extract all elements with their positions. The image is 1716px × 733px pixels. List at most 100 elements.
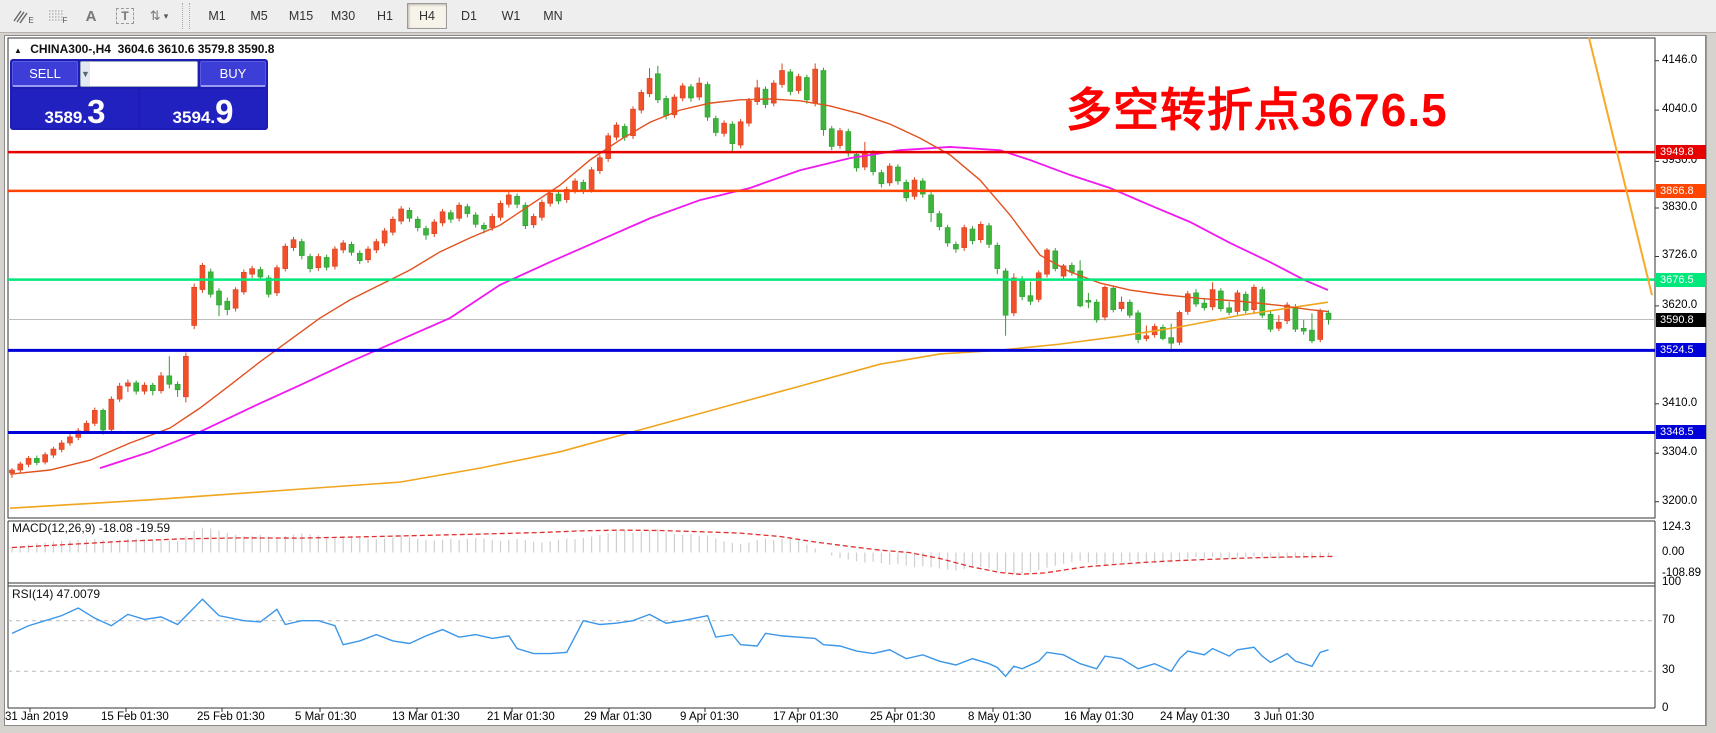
candle-body (729, 123, 736, 144)
price-tick: 4146.0 (1662, 53, 1698, 66)
candle-body (1093, 301, 1100, 321)
candle-body (845, 131, 852, 154)
candle-body (83, 423, 90, 432)
candle-body (862, 151, 868, 168)
draw-lines-button[interactable]: E (8, 2, 38, 30)
time-axis-label: 9 Apr 01:30 (680, 711, 739, 723)
candle-body (1002, 270, 1009, 316)
text-box-button[interactable]: T (110, 2, 140, 30)
price-axis[interactable]: 4146.0 4040.0 3930.0 3830.0 3726.0 3620.0 3410… (1656, 35, 1706, 726)
candle-body (828, 128, 835, 147)
toolbar-separator (182, 3, 190, 29)
candle-body (373, 241, 380, 251)
candle-body (911, 179, 918, 197)
timeframe-m5[interactable]: M5 (250, 9, 268, 23)
timeframe-m1[interactable]: M1 (208, 9, 226, 23)
price-tick: 3410.0 (1662, 396, 1698, 409)
candle-body (166, 375, 173, 385)
dropdown-caret-icon: ▾ (163, 10, 169, 21)
hline-price-badge: 3676.5 (1656, 272, 1706, 287)
candle-body (787, 71, 794, 92)
volume-down-icon[interactable]: ▼ (81, 62, 90, 86)
candle-body (199, 265, 206, 290)
text-label-button[interactable]: A (76, 2, 106, 30)
text-box-icon: T (116, 8, 134, 24)
timeframe-h1[interactable]: H1 (377, 9, 393, 23)
candle-body (895, 166, 901, 182)
candle-body (1085, 300, 1092, 303)
collapse-panel-icon[interactable]: ▲ (14, 46, 22, 55)
buy-price[interactable]: 3594. 9 (140, 89, 266, 128)
candle-body (944, 227, 951, 244)
candle-body (1226, 307, 1232, 313)
arrow-tools-icon: ⇅ (149, 8, 161, 23)
price-tick: 3620.0 (1662, 298, 1698, 311)
candle-body (448, 212, 454, 220)
timeframe-m15[interactable]: M15 (288, 9, 314, 23)
candle-body (423, 228, 429, 236)
sell-button[interactable]: SELL (12, 61, 78, 87)
candle-body (497, 203, 504, 218)
rsi-scale-tick: 0 (1662, 702, 1669, 715)
candle-body (671, 96, 678, 116)
candle-body (928, 194, 934, 213)
candle-body (1118, 301, 1125, 310)
fibonacci-button[interactable]: F (42, 2, 72, 30)
candle-body (655, 73, 661, 101)
candle-body (1234, 292, 1241, 312)
candle-body (1127, 301, 1133, 316)
timeframe-m30[interactable]: M30 (330, 9, 356, 23)
macd-label: MACD(12,26,9) -18.08 -19.59 (12, 521, 171, 535)
time-axis-label: 17 Apr 01:30 (773, 711, 839, 723)
sell-price[interactable]: 3589. 3 (12, 89, 138, 128)
candle-body (522, 204, 529, 227)
candle-body (853, 154, 860, 169)
candle-body (17, 463, 24, 471)
descending-trendline (1588, 37, 1653, 296)
timeframe-d1[interactable]: D1 (461, 9, 477, 23)
candle-body (1044, 249, 1050, 275)
candle-body (1077, 270, 1083, 307)
timeframe-w1[interactable]: W1 (501, 9, 521, 23)
candle-body (1267, 314, 1274, 330)
candle-body (754, 87, 761, 103)
candle-body (149, 384, 156, 392)
candle-body (381, 230, 388, 244)
candle-body (348, 244, 355, 253)
candle-body (125, 382, 131, 387)
arrow-tools-button[interactable]: ⇅ ▾ (144, 2, 174, 30)
candle-body (25, 458, 32, 465)
candle-body (1135, 312, 1141, 340)
time-axis-label: 25 Apr 01:30 (870, 711, 936, 723)
candle-body (580, 182, 587, 191)
rsi-scale-tick: 100 (1662, 575, 1682, 588)
macd-panel (11, 527, 1334, 575)
symbol-name: CHINA300-,H4 (30, 42, 111, 56)
candle-body (431, 221, 438, 234)
candle-body (1019, 278, 1025, 297)
candle-body (721, 122, 727, 134)
candle-body (1300, 327, 1307, 332)
candle-body (315, 256, 322, 268)
timeframe-h4[interactable]: H4 (407, 3, 447, 29)
candle-body (878, 172, 885, 185)
timeframe-mn[interactable]: MN (543, 9, 563, 23)
candle-body (1317, 311, 1324, 340)
candle-body (1184, 293, 1191, 312)
ma_slow-line (9, 301, 1329, 510)
candle-body (42, 454, 48, 463)
candle-body (1035, 272, 1042, 300)
candle-body (547, 192, 554, 204)
time-axis-label: 15 Feb 01:30 (101, 711, 169, 723)
candle-body (969, 228, 976, 241)
buy-button[interactable]: BUY (200, 61, 266, 87)
candle-body (1284, 304, 1290, 322)
volume-input[interactable] (89, 62, 197, 86)
candle-body (133, 382, 139, 392)
candle-body (265, 277, 272, 295)
time-axis-label: 29 Mar 01:30 (584, 711, 652, 723)
price-tick: 3830.0 (1662, 201, 1698, 213)
candle-body (50, 448, 57, 456)
draw-lines-letter: E (28, 15, 34, 25)
